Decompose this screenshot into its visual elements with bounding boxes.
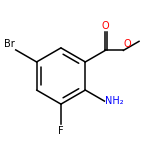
- Text: O: O: [102, 21, 109, 31]
- Text: Br: Br: [4, 39, 15, 49]
- Text: NH₂: NH₂: [105, 96, 124, 106]
- Text: O: O: [124, 39, 132, 49]
- Text: F: F: [58, 126, 64, 136]
